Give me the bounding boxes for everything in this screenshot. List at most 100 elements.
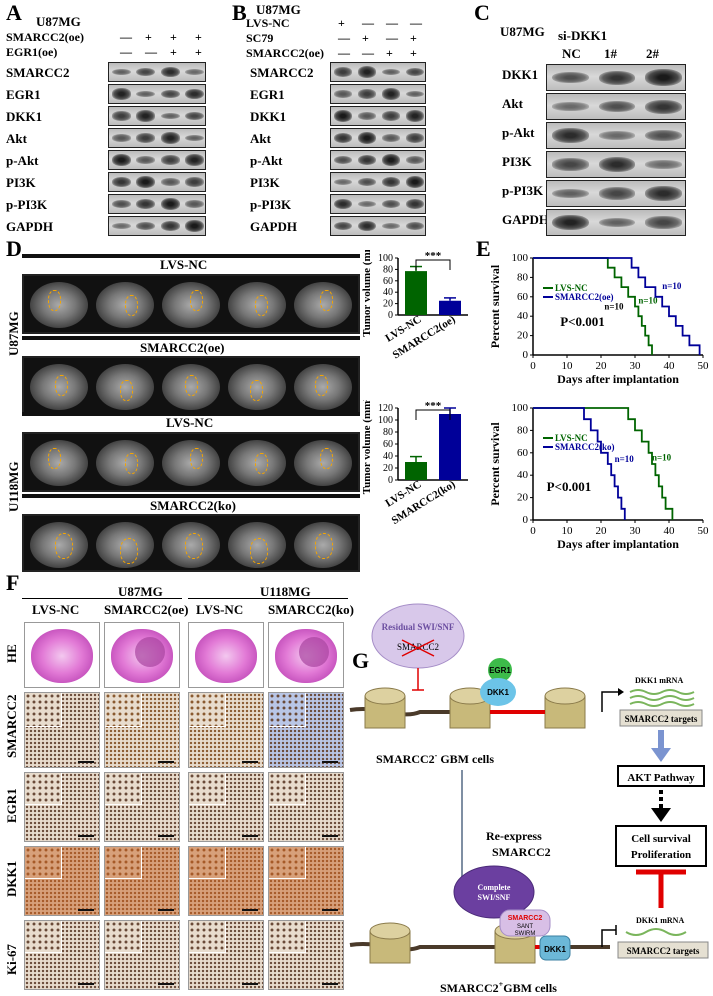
blot-strip (108, 128, 206, 148)
panel-b-cell-line: U87MG (256, 2, 301, 17)
he-tissue (31, 629, 93, 683)
scale-bar (242, 983, 258, 985)
blot-row-label: DKK1 (250, 109, 287, 124)
ihc-image (24, 846, 100, 916)
ihc-image (24, 692, 100, 768)
blot-band (111, 154, 131, 166)
x-tick-label: 40 (664, 360, 676, 372)
tumor-outline (315, 533, 333, 559)
y-tick-label: 120 (378, 403, 393, 414)
ihc-inset (105, 693, 142, 728)
y-tick-label: 40 (517, 469, 529, 481)
dkk1-mrna-label: DKK1 mRNA (635, 676, 683, 685)
blot-band (160, 66, 180, 78)
condition-sign: — (410, 16, 422, 30)
blot-band (136, 133, 156, 143)
row-label: HE (4, 644, 19, 663)
divider (188, 598, 348, 599)
blot-band (357, 89, 377, 99)
x-tick-label: 30 (630, 360, 642, 372)
condition-sign: — (338, 31, 350, 45)
blot-strip (108, 62, 206, 82)
survival-chart-u87mg: 0 20 40 60 80 100 0 10 20 30 40 50 Days after implan… (488, 252, 709, 386)
egr1-label: EGR1 (489, 666, 511, 675)
reexpress-label-2: SMARCC2 (492, 845, 551, 859)
ihc-inset (25, 693, 62, 728)
blot-band (136, 221, 156, 231)
cell-survival-label-1: Cell survival (631, 833, 691, 845)
condition-sign: — (386, 31, 398, 45)
condition-sign: — (145, 45, 157, 59)
complete-swi-snf-icon (453, 865, 535, 919)
blot-band (111, 88, 131, 100)
group-label: U118MG (260, 584, 311, 599)
targets-label: SMARCC2 targets (625, 714, 698, 724)
x-tick-label: 0 (530, 525, 536, 537)
ihc-image (268, 772, 344, 842)
caption-plus-rest: GBM cells (503, 981, 557, 995)
blot-row-label: p-PI3K (502, 183, 544, 198)
column-label: SMARCC2(oe) (104, 602, 189, 617)
lane-label: NC (562, 46, 581, 61)
blot-row-label: SMARCC2 (250, 65, 314, 80)
x-tick-label: 50 (698, 525, 710, 537)
condition-sign: + (195, 30, 202, 44)
scale-bar (322, 835, 338, 837)
y-tick-label: 100 (378, 415, 393, 426)
ihc-inset (105, 847, 142, 879)
panel-c-treatment: si-DKK1 (558, 28, 608, 43)
scale-bar (322, 909, 338, 911)
condition-label: LVS-NC (246, 16, 290, 30)
blot-row-label: GAPDH (6, 219, 53, 234)
tumor-outline (185, 533, 203, 559)
panel-label-f: F (6, 570, 20, 595)
mri-title: LVS-NC (166, 415, 214, 430)
blot-row-label: PI3K (250, 175, 280, 190)
condition-sign: + (410, 31, 417, 45)
panel-c-cell-line: U87MG (500, 24, 545, 39)
nucleosome-3 (544, 687, 586, 729)
brain-scan (228, 282, 286, 328)
blot-band (111, 134, 131, 142)
blot-band (333, 67, 353, 77)
x-tick-label: 10 (562, 360, 574, 372)
blot-strip (108, 84, 206, 104)
blot-band (381, 88, 401, 100)
condition-sign: + (410, 46, 417, 60)
scale-bar (242, 909, 258, 911)
x-tick-label: 30 (630, 525, 642, 537)
scale-bar (78, 835, 94, 837)
caption-minus-sign: - (435, 751, 438, 760)
u118mg-row-label: U118MG (6, 461, 21, 512)
blot-band (381, 199, 401, 209)
he-tumor (299, 637, 329, 667)
dkk1-bottom-icon (539, 935, 571, 961)
panel-label-e: E (476, 236, 491, 261)
survival-chart-u118mg: 0 20 40 60 80 100 0 10 20 30 40 50 Days after implan… (488, 402, 710, 551)
nucleosome-1 (364, 687, 406, 729)
smarcc2-red-label: SMARCC2 (508, 915, 543, 922)
blot-strip (330, 106, 426, 126)
legend-label: SMARCC2(ko) (555, 442, 615, 452)
blot-band (645, 99, 682, 114)
blot-band (333, 155, 353, 165)
blot-band (381, 111, 401, 121)
blot-strip (546, 180, 686, 207)
blot-strip (108, 172, 206, 192)
condition-sign: + (170, 45, 177, 59)
mri-strip (22, 432, 360, 492)
group-label: U87MG (118, 584, 163, 599)
ihc-inset (105, 773, 142, 805)
scale-bar (78, 909, 94, 911)
blot-strip (330, 150, 426, 170)
blot-band (357, 177, 377, 187)
swirm-label: SWIRM (515, 931, 536, 937)
blot-band (136, 156, 156, 164)
dkk1-label: DKK1 (487, 688, 509, 697)
y-axis-label: Tumor volume (mm³) (361, 400, 373, 494)
tumor-outline (320, 290, 333, 311)
brain-scan (228, 440, 286, 486)
blot-strip (546, 93, 686, 120)
smarcc2-crossed-label: SMARCC2 (397, 642, 439, 652)
